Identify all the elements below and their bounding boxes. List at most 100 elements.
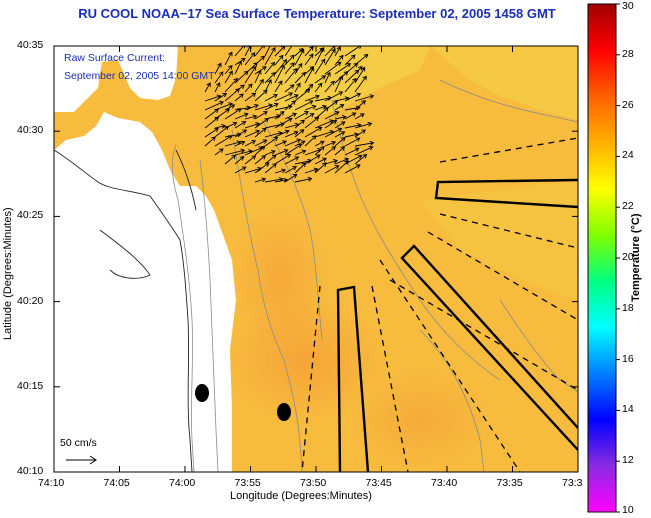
current-vector <box>314 47 325 66</box>
current-vector <box>264 93 278 102</box>
y-tick-label: 40:20 <box>17 294 44 307</box>
current-vector <box>284 138 302 147</box>
x-tick-label: 73:55 <box>234 477 261 489</box>
current-vector <box>294 71 306 84</box>
current-vector <box>284 94 299 102</box>
current-vector <box>344 137 361 147</box>
current-vector <box>314 162 327 174</box>
current-vector <box>324 127 343 138</box>
current-vector <box>204 108 219 120</box>
current-vector <box>304 135 317 147</box>
current-vector <box>334 114 347 120</box>
sst-cool-zone <box>420 180 578 300</box>
current-vector <box>304 83 314 93</box>
current-vector <box>294 149 307 156</box>
y-tick-label: 40:30 <box>17 124 44 137</box>
current-vector <box>294 129 305 138</box>
radial-dashed-lines <box>301 137 578 472</box>
bathymetry-contours <box>172 79 578 472</box>
current-vector <box>274 153 292 165</box>
current-vector <box>254 103 273 111</box>
current-vector <box>274 110 285 120</box>
current-vector <box>354 94 375 102</box>
current-vector <box>274 168 287 174</box>
current-vector <box>214 82 221 93</box>
current-vector <box>224 64 233 75</box>
colorbar-tick-label: 28 <box>622 47 634 60</box>
current-vector <box>254 139 268 147</box>
current-vector <box>354 66 366 84</box>
current-vector <box>254 78 264 93</box>
current-vector <box>334 146 346 156</box>
current-vector <box>234 93 244 102</box>
current-vector <box>324 80 335 93</box>
current-vector <box>214 148 224 156</box>
y-tick-label: 40:25 <box>17 209 44 222</box>
current-vector <box>334 104 345 111</box>
current-vector <box>314 145 325 156</box>
current-vector <box>284 67 298 84</box>
current-vector <box>264 61 276 75</box>
current-vector <box>284 166 297 174</box>
current-vector <box>264 72 276 84</box>
x-axis-title: Longitude (Degrees:Minutes) <box>230 490 372 502</box>
current-vector <box>274 46 286 57</box>
sst-cool-zone <box>252 46 430 120</box>
colorbar-ticks <box>616 3 620 513</box>
current-vector <box>234 60 242 75</box>
current-vector <box>334 75 344 93</box>
x-tick-label: 74:05 <box>103 477 130 489</box>
current-vector <box>224 148 246 156</box>
colorbar-tick-label: 22 <box>622 200 634 213</box>
current-vector <box>254 69 262 84</box>
current-vector <box>264 163 277 174</box>
current-vector <box>294 119 305 129</box>
current-vector <box>254 162 270 174</box>
current-vector <box>324 91 344 102</box>
current-vector <box>244 140 257 147</box>
current-vector <box>324 165 340 174</box>
x-tick-label: 73:3 <box>562 477 583 489</box>
current-vector <box>324 140 337 147</box>
current-vector <box>344 92 362 102</box>
current-vector <box>204 100 224 111</box>
current-vector <box>214 92 228 102</box>
current-vector <box>204 82 211 93</box>
current-vector <box>354 121 373 129</box>
current-vector <box>344 164 361 174</box>
current-vector <box>254 155 266 165</box>
current-vector <box>284 112 297 120</box>
colorbar-title: Temperature (°C) <box>630 213 642 302</box>
current-vector <box>344 69 360 84</box>
y-tick-label: 40:15 <box>17 379 44 392</box>
current-vector <box>244 155 257 165</box>
current-vector <box>304 154 321 165</box>
current-vector <box>214 125 230 138</box>
current-vector <box>254 89 268 102</box>
figure-title: RU COOL NOAA−17 Sea Surface Temperature:… <box>78 6 556 21</box>
current-vector <box>324 71 331 84</box>
current-vector <box>274 80 283 93</box>
current-vector <box>344 147 360 156</box>
current-vector <box>294 48 304 57</box>
colorbar-tick-label: 18 <box>622 301 634 314</box>
current-vector <box>324 159 338 165</box>
current-vector <box>264 102 279 111</box>
current-vector <box>214 123 226 129</box>
current-vector <box>254 177 267 183</box>
current-vector <box>214 71 224 84</box>
current-vector <box>314 75 327 84</box>
transect-box-diagonal <box>400 244 578 451</box>
current-vector <box>274 117 293 129</box>
current-vector <box>354 129 366 138</box>
colorbar-tick-label: 26 <box>622 98 634 111</box>
current-vector <box>214 135 233 147</box>
current-vector <box>354 113 365 120</box>
colorbar-tick-label: 16 <box>622 352 634 365</box>
current-vector <box>354 100 367 111</box>
current-vector <box>234 121 247 129</box>
current-vector <box>314 157 327 165</box>
current-vector <box>304 113 315 120</box>
current-vector <box>244 65 257 84</box>
current-vector <box>304 167 319 174</box>
